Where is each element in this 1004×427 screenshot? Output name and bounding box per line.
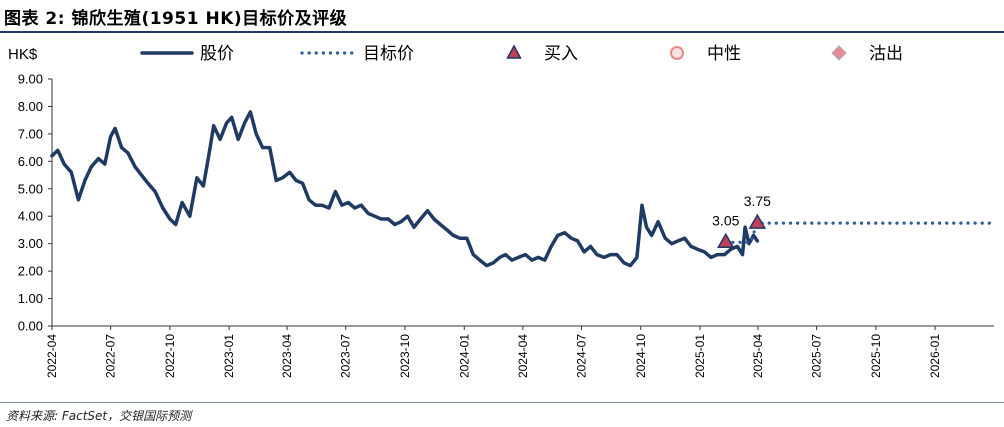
x-tick-label: 2022-10: [163, 334, 177, 378]
chart-legend: 股价 目标价 买入 中性 沽出: [140, 44, 903, 63]
x-tick-label: 2025-07: [810, 334, 824, 378]
x-tick-label: 2024-04: [516, 334, 530, 378]
x-tick-label: 2023-04: [280, 334, 294, 378]
y-tick-label: 0.00: [18, 319, 43, 334]
y-tick-label: 5.00: [18, 181, 43, 196]
chart-axes: HK$ 0.00 1.00 2.00 3.00 4.00 5.00 6.00 7.00 8.00 9…: [8, 46, 994, 378]
y-tick-label: 1.00: [18, 291, 43, 306]
legend-item-neutral: 中性: [670, 44, 741, 63]
x-tick-label: 2023-01: [222, 334, 236, 378]
x-tick-label: 2024-10: [634, 334, 648, 378]
chart-markers: 3.05 3.75: [712, 193, 771, 249]
legend-label: 股价: [200, 44, 234, 63]
x-tick-label: 2024-07: [574, 334, 588, 378]
legend-label: 目标价: [363, 44, 414, 63]
circle-icon: [670, 46, 684, 60]
footer-divider: [0, 402, 1004, 403]
legend-item-price: 股价: [140, 44, 234, 63]
legend-label: 买入: [544, 44, 578, 63]
marker-value-label: 3.05: [712, 212, 739, 228]
target-price-line: [724, 221, 995, 244]
x-tick-label: 2025-01: [693, 334, 707, 378]
legend-item-buy: 买入: [506, 44, 578, 63]
x-tick-label: 2023-07: [339, 334, 353, 378]
y-tick-label: 8.00: [18, 99, 43, 114]
y-tick-label: 9.00: [18, 72, 43, 87]
y-tick-label: 2.00: [18, 264, 43, 279]
legend-label: 沽出: [869, 44, 903, 63]
buy-marker: [748, 213, 767, 229]
chart-title: 图表 2: 锦欣生殖(1951 HK)目标价及评级: [4, 9, 348, 29]
x-tick-label: 2023-10: [398, 334, 412, 378]
legend-item-target: 目标价: [300, 44, 414, 63]
buy-marker: [716, 232, 735, 249]
marker-value-label: 3.75: [744, 193, 771, 209]
legend-label: 中性: [707, 44, 741, 63]
y-axis-label: HK$: [8, 46, 38, 63]
price-target-chart: HK$ 0.00 1.00 2.00 3.00 4.00 5.00 6.00 7.00 8.00 9…: [8, 44, 995, 378]
title-divider: [0, 31, 1004, 33]
y-tick-label: 6.00: [18, 154, 43, 169]
x-tick-label: 2026-01: [928, 334, 942, 378]
price-line: [50, 110, 760, 268]
x-tick-label: 2022-07: [104, 334, 118, 378]
x-tick-label: 2025-04: [751, 334, 765, 378]
legend-item-sell: 沽出: [831, 44, 903, 63]
chart-series: [50, 110, 995, 268]
y-tick-label: 4.00: [18, 209, 43, 224]
y-tick-label: 3.00: [18, 236, 43, 251]
x-tick-label: 2025-10: [869, 334, 883, 378]
x-tick-label: 2022-04: [45, 334, 59, 378]
triangle-icon: [506, 44, 522, 59]
y-tick-label: 7.00: [18, 126, 43, 141]
source-note: 资料来源: FactSet，交银国际预测: [6, 409, 192, 423]
x-tick-label: 2024-01: [457, 334, 471, 378]
diamond-icon: [831, 45, 847, 61]
